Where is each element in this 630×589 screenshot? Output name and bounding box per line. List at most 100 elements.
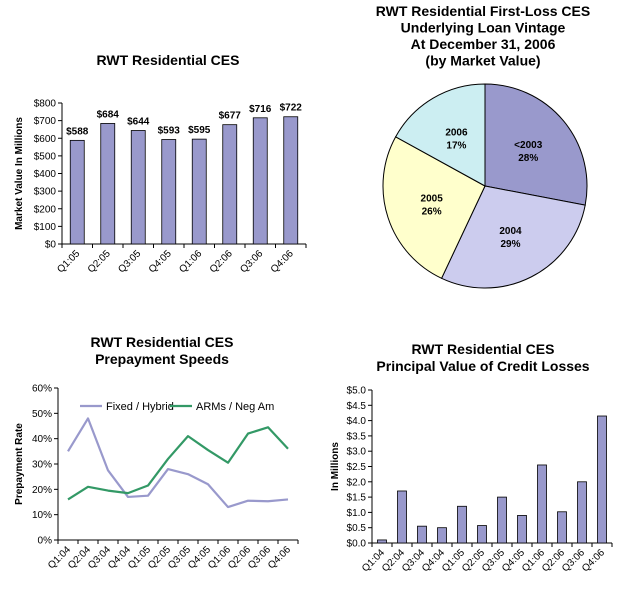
x-tick-label: Q1:05 xyxy=(55,248,82,275)
bar-Q1:06 xyxy=(537,464,547,544)
bar-data-label: $593 xyxy=(158,125,181,136)
bar-data-label: $644 xyxy=(127,116,150,127)
x-tick-label: Q3:05 xyxy=(116,248,143,275)
bar-data-label: $684 xyxy=(97,109,120,120)
pie-slice-label: 2006 xyxy=(445,128,468,139)
series-line-1 xyxy=(67,426,289,501)
prepayment-title-line: Prepayment Speeds xyxy=(95,351,229,367)
y-tick-label: 40% xyxy=(32,434,52,445)
bar-Q3:06 xyxy=(577,481,587,544)
x-tick-label: Q4:06 xyxy=(580,547,607,574)
loan-vintage-title-line: RWT Residential First-Loss CES xyxy=(376,3,590,19)
x-tick-label: Q1:06 xyxy=(177,248,204,275)
y-tick-label: $3.5 xyxy=(347,431,367,442)
y-tick-label: 30% xyxy=(32,460,52,471)
bar-data-label: $722 xyxy=(280,103,303,114)
y-tick-label: $2.0 xyxy=(347,477,367,488)
bar-data-label: $588 xyxy=(66,126,89,137)
bar-Q4:05 xyxy=(161,139,177,245)
y-tick-label: $600 xyxy=(34,134,57,145)
y-tick-label: $1.0 xyxy=(347,508,367,519)
bar-Q3:06 xyxy=(252,117,268,245)
y-axis-title: Market Value In Millions xyxy=(14,117,25,230)
legend-label-1: ARMs / Neg Am xyxy=(196,401,274,413)
bar-Q3:04 xyxy=(417,525,427,544)
market-value-title-line: RWT Residential CES xyxy=(97,52,240,68)
x-tick-label: Q2:06 xyxy=(208,248,235,275)
y-axis-title: Prepayment Rate xyxy=(14,423,25,505)
y-tick-label: $500 xyxy=(34,151,57,162)
y-tick-label: $200 xyxy=(34,204,57,215)
loan-vintage-title-line: Underlying Loan Vintage xyxy=(401,20,566,36)
y-tick-label: 20% xyxy=(32,485,52,496)
pie-slice-label: 2005 xyxy=(421,193,444,204)
y-tick-label: 0% xyxy=(38,536,53,547)
pie-slice-2006 xyxy=(394,83,486,187)
bar-Q2:04 xyxy=(397,490,407,544)
bar-data-label: $716 xyxy=(249,104,272,115)
y-tick-label: 50% xyxy=(32,409,52,420)
y-tick-label: 10% xyxy=(32,510,52,521)
y-tick-label: $5.0 xyxy=(347,386,367,397)
market-value-chart: RWT Residential CES $0 $100 $200 $300 $400 $50… xyxy=(0,0,320,300)
bar-Q4:05 xyxy=(517,515,527,544)
y-tick-label: $700 xyxy=(34,116,57,127)
pie-slice-label: 2004 xyxy=(499,226,522,237)
pie-slice-<2003 xyxy=(484,83,588,206)
y-tick-label: $1.5 xyxy=(347,493,367,504)
pie-slice-2004 xyxy=(440,185,586,289)
x-tick-label: Q3:06 xyxy=(238,248,265,275)
credit-losses-title-line: Principal Value of Credit Losses xyxy=(376,358,589,374)
bar-Q1:05 xyxy=(69,139,85,245)
loan-vintage-chart-svg: RWT Residential First-Loss CESUnderlying… xyxy=(376,3,590,289)
y-tick-label: $300 xyxy=(34,187,57,198)
y-tick-label: $4.0 xyxy=(347,416,367,427)
prepayment-speeds-chart: RWT Residential CES Prepayment Speeds 0% 10… xyxy=(0,300,320,589)
pie-slice-percent: 26% xyxy=(422,206,442,217)
bar-Q1:05 xyxy=(457,505,467,544)
prepayment-title-line: RWT Residential CES xyxy=(91,334,234,350)
legend-label-0: Fixed / Hybrid xyxy=(106,401,174,413)
market-value-chart-svg: RWT Residential CES $0 $100 $200 $300 $400 $50… xyxy=(14,52,307,275)
y-tick-label: 60% xyxy=(32,384,52,395)
y-tick-label: $3.0 xyxy=(347,447,367,458)
credit-losses-chart: RWT Residential CES Principal Value of Cr… xyxy=(320,300,630,589)
y-tick-label: $2.5 xyxy=(347,462,367,473)
y-tick-label: $800 xyxy=(34,99,57,110)
x-tick-label: Q4:06 xyxy=(269,248,296,275)
bar-Q1:06 xyxy=(191,138,207,245)
y-tick-label: $0 xyxy=(45,240,57,251)
bar-Q2:06 xyxy=(222,124,238,245)
bar-Q4:06 xyxy=(283,116,299,245)
bar-Q2:05 xyxy=(477,525,487,544)
loan-vintage-chart: RWT Residential First-Loss CES Underlying… xyxy=(320,0,630,300)
bar-Q2:06 xyxy=(557,511,567,544)
bar-data-label: $595 xyxy=(188,125,211,136)
x-tick-label: Q2:05 xyxy=(86,248,113,275)
credit-losses-title-line: RWT Residential CES xyxy=(412,341,555,357)
pie-slice-percent: 28% xyxy=(518,153,538,164)
y-tick-label: $0.5 xyxy=(347,523,367,534)
loan-vintage-title-line: (by Market Value) xyxy=(425,53,540,69)
y-axis-title: In Millions xyxy=(330,442,341,491)
x-tick-label: Q4:06 xyxy=(266,544,293,571)
pie-slice-percent: 17% xyxy=(446,141,466,152)
bar-Q2:05 xyxy=(100,123,116,245)
bar-data-label: $677 xyxy=(219,111,242,122)
series-line-0 xyxy=(67,417,289,509)
bar-Q4:04 xyxy=(437,527,447,544)
y-tick-label: $400 xyxy=(34,169,57,180)
y-tick-label: $4.5 xyxy=(347,401,367,412)
bar-Q3:05 xyxy=(130,130,146,245)
bar-Q1:04 xyxy=(377,539,387,544)
pie-slice-label: <2003 xyxy=(514,140,543,151)
loan-vintage-title-line: At December 31, 2006 xyxy=(411,36,556,52)
bar-Q4:06 xyxy=(597,415,607,544)
x-tick-label: Q4:05 xyxy=(147,248,174,275)
bar-Q3:05 xyxy=(497,496,507,544)
y-tick-label: $100 xyxy=(34,222,57,233)
pie-slice-percent: 29% xyxy=(500,239,520,250)
y-tick-label: $0.0 xyxy=(347,539,367,550)
